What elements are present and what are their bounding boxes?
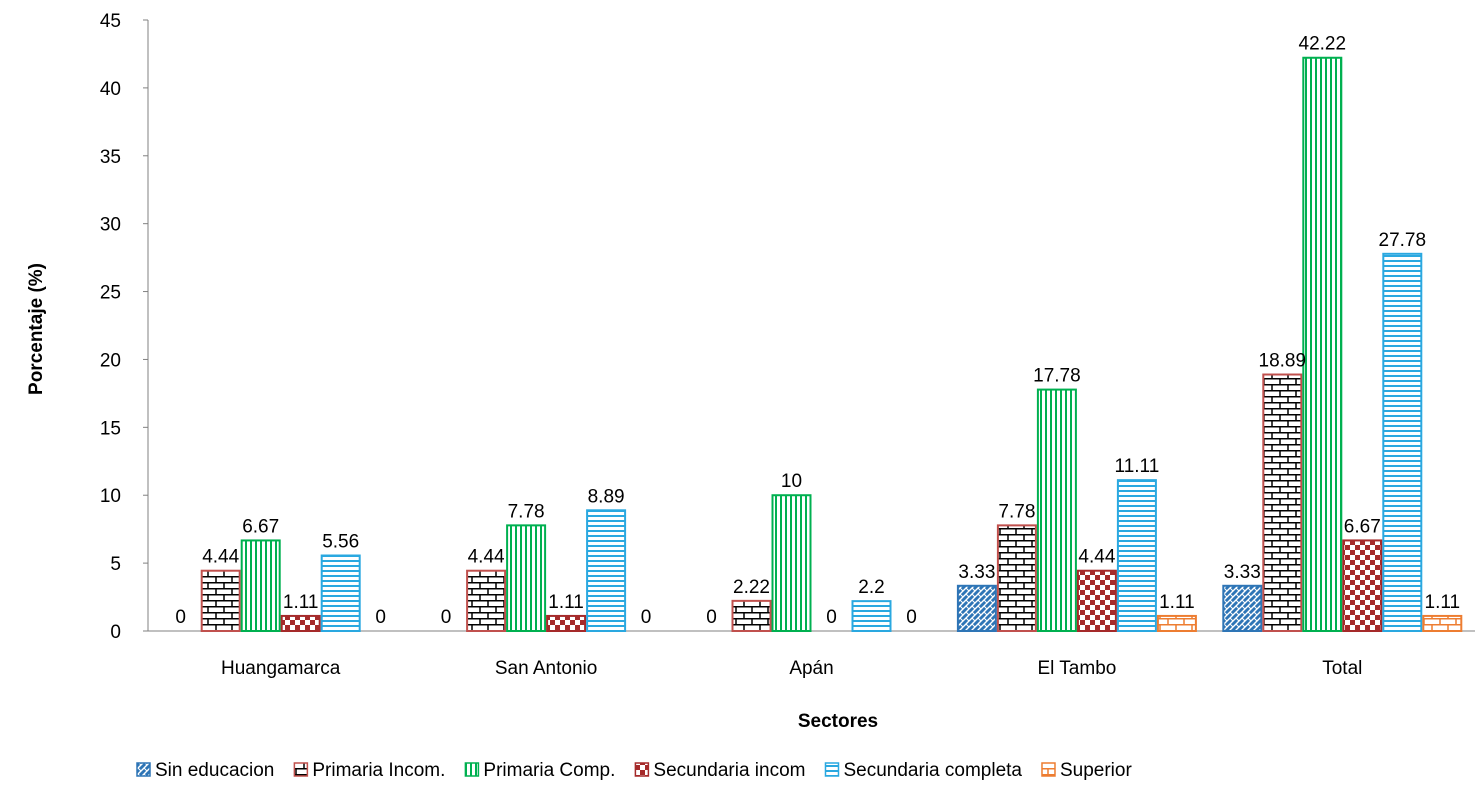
data-label: 1.11: [1159, 592, 1195, 613]
x-tick-label: Total: [1322, 658, 1362, 679]
data-label: 6.67: [242, 516, 279, 537]
data-label: 3.33: [1224, 562, 1261, 583]
bar: [851, 600, 892, 633]
y-tick-label: 0: [110, 622, 121, 643]
x-tick-label: Apán: [789, 658, 833, 679]
data-label: 18.89: [1259, 351, 1307, 372]
bar: [1222, 584, 1263, 633]
bar: [506, 524, 547, 632]
bar: [996, 524, 1037, 632]
y-tick-label: 40: [100, 79, 121, 100]
legend-label: Primaria Comp.: [483, 760, 615, 781]
data-label: 0: [906, 607, 917, 628]
legend-label: Secundaria completa: [843, 760, 1022, 781]
data-label: 4.44: [468, 547, 505, 568]
data-label: 2.22: [733, 577, 770, 598]
legend-label: Primaria Incom.: [312, 760, 445, 781]
bar: [320, 554, 361, 633]
data-label: 7.78: [998, 501, 1035, 522]
y-tick-label: 10: [100, 486, 121, 507]
legend-label: Secundaria incom: [653, 760, 805, 781]
legend-swatch: [634, 762, 650, 777]
legend-swatch: [1041, 762, 1056, 777]
y-axis-title: Porcentaje (%): [26, 263, 47, 395]
data-label: 2.2: [858, 577, 884, 598]
bar: [1156, 614, 1197, 632]
data-label: 0: [641, 607, 652, 628]
y-tick-label: 15: [100, 418, 121, 439]
x-tick-label: San Antonio: [495, 658, 597, 679]
bar: [466, 569, 507, 632]
bar: [586, 509, 627, 632]
data-label: 0: [441, 607, 452, 628]
legend-swatch: [293, 762, 309, 777]
data-label: 0: [706, 607, 717, 628]
x-tick-label: Huangamarca: [221, 658, 341, 679]
bar: [771, 494, 812, 632]
bar: [1302, 56, 1343, 633]
y-tick-label: 20: [100, 350, 121, 371]
data-label: 1.11: [548, 592, 584, 613]
legend-swatch: [464, 762, 480, 777]
legend-label: Superior: [1060, 760, 1132, 781]
data-label: 11.11: [1115, 456, 1160, 477]
data-label: 17.78: [1033, 366, 1081, 387]
data-label: 1.11: [283, 592, 319, 613]
y-tick-label: 25: [100, 283, 121, 304]
bar: [280, 614, 321, 632]
data-label: 4.44: [202, 547, 239, 568]
bar: [1116, 479, 1157, 632]
y-tick-label: 30: [100, 215, 121, 236]
legend: Sin educacion Primaria Incom. Primaria Com…: [136, 760, 1132, 781]
data-labels: 04.446.671.115.560 04.447.781.118.890 02.2…: [175, 34, 1460, 628]
bar: [240, 539, 281, 632]
data-label: 4.44: [1078, 547, 1115, 568]
bars: [200, 56, 1463, 633]
legend-swatch: [824, 762, 840, 777]
data-label: 0: [826, 607, 837, 628]
bar: [1422, 614, 1463, 632]
data-label: 0: [175, 607, 186, 628]
legend-swatch: [136, 762, 151, 777]
data-label: 8.89: [588, 486, 625, 507]
legend-label: Sin educacion: [155, 760, 274, 781]
bar: [1262, 373, 1303, 632]
axes: 0 5 10 15 20 25 30 35 40 45 Huangamarca San Antonio…: [100, 11, 1475, 679]
data-label: 6.67: [1344, 516, 1381, 537]
x-axis-title: Sectores: [798, 711, 878, 732]
bar: [546, 614, 587, 632]
y-tick-label: 35: [100, 147, 121, 168]
y-tick-label: 45: [100, 11, 121, 32]
bar: [1342, 539, 1383, 632]
y-tick-label: 5: [110, 554, 121, 575]
bar: [731, 599, 772, 633]
data-label: 1.11: [1425, 592, 1461, 613]
bar: [200, 569, 241, 632]
data-label: 27.78: [1379, 230, 1427, 251]
data-label: 0: [375, 607, 386, 628]
bar: [1036, 388, 1077, 632]
data-label: 10: [781, 471, 802, 492]
data-label: 7.78: [508, 501, 545, 522]
bar: [1076, 569, 1117, 632]
data-label: 3.33: [958, 562, 995, 583]
data-label: 5.56: [322, 532, 359, 553]
data-label: 42.22: [1299, 34, 1347, 55]
bar: [1382, 252, 1423, 632]
x-tick-label: El Tambo: [1037, 658, 1116, 679]
bar: [956, 584, 997, 633]
